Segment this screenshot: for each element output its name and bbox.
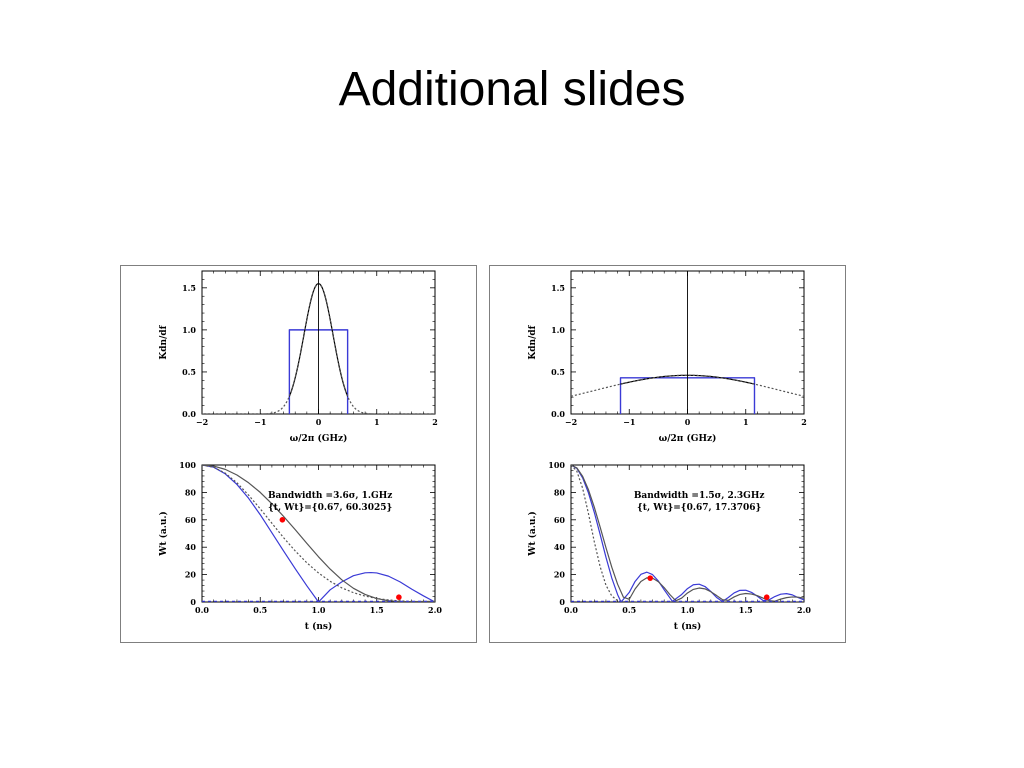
y-tick-label: 40 (185, 542, 197, 552)
x-tick-label: 2.0 (428, 605, 442, 615)
y-tick-label: 80 (185, 487, 197, 497)
plot-right-bottom: 0.0 0.5 1.0 1.5 2.0 0 20 40 60 80 100 t (ns) Wt (a.u… (527, 460, 811, 632)
figure-svg-right: −2 −1 0 1 20.00.51.01.5ω/2π (GHz)Kdn/df0.0 0.… (527, 270, 811, 632)
series-gray-dotted (571, 374, 804, 397)
y-tick-label: 100 (548, 460, 565, 470)
x-tick-label: 0.0 (195, 605, 209, 615)
plot-left-top: −2 −1 0 1 2 0.0 0.5 1.0 1.5 ω/2π (GHz) Kdn/df (159, 270, 438, 444)
x-tick-label: −2 (565, 417, 577, 427)
x-tick-label: −2 (196, 417, 208, 427)
x-axis-label: t (ns) (674, 621, 701, 632)
x-axis-label: t (ns) (305, 621, 332, 632)
figure-svg-left: −2 −1 0 1 20.00.51.01.5ω/2π (GHz)Kdn/df0.0 0.… (158, 270, 442, 632)
x-tick-label: 1 (374, 417, 380, 427)
y-tick-label: 0.5 (551, 367, 565, 377)
y-tick-label: 0.0 (182, 409, 196, 419)
x-tick-label: 0.5 (622, 605, 636, 615)
y-tick-label: 1.5 (551, 283, 565, 293)
x-tick-label: 0 (685, 417, 691, 427)
x-tick-label: 2.0 (797, 605, 811, 615)
y-tick-label: 60 (554, 515, 566, 525)
x-tick-label: −1 (254, 417, 266, 427)
series-gray-solid (202, 465, 435, 602)
y-axis-label: Kdn/df (528, 324, 538, 359)
y-axis-label: Wt (a.u.) (158, 511, 169, 557)
series-gray-dotted (571, 465, 804, 602)
y-tick-label: 1.0 (551, 325, 565, 335)
plot-left-bottom: 0.0 0.5 1.0 1.5 2.0 0 20 40 60 80 100 t (ns) Wt (a.u… (158, 460, 442, 632)
y-tick-label: 20 (554, 570, 566, 580)
y-tick-label: 60 (185, 515, 197, 525)
x-tick-label: 1.5 (739, 605, 753, 615)
y-tick-label: 20 (185, 570, 197, 580)
slide-title: Additional slides (338, 63, 686, 116)
y-axis-label: Wt (a.u.) (527, 511, 538, 557)
x-tick-label: 2 (432, 417, 438, 427)
x-tick-label: 1.0 (312, 605, 326, 615)
x-tick-label: 2 (801, 417, 807, 427)
y-tick-label: 1.5 (182, 283, 196, 293)
x-tick-label: 1.5 (370, 605, 384, 615)
x-tick-label: 1 (743, 417, 749, 427)
y-tick-label: 0.5 (182, 367, 196, 377)
x-axis-label: ω/2π (GHz) (659, 433, 717, 444)
annotation-point: {t, Wt}={0.67, 17.3706} (637, 503, 761, 513)
plot-right-top: −2 −1 0 1 2 0.0 0.5 1.0 1.5 ω/2π (GHz) Kdn/df (528, 270, 807, 444)
y-axis-label: Kdn/df (159, 324, 169, 359)
x-tick-label: 0 (316, 417, 322, 427)
x-tick-label: 0.0 (564, 605, 578, 615)
y-tick-label: 0 (559, 597, 565, 607)
x-tick-label: −1 (623, 417, 635, 427)
x-axis-label: ω/2π (GHz) (290, 433, 348, 444)
y-tick-label: 0 (190, 597, 196, 607)
data-marker (763, 594, 770, 601)
figure-panel-narrow-band: −2 −1 0 1 2 0.0 0.5 1.0 1.5 ω/2π (GHz) Kdn/df 0.0 0.… (120, 265, 477, 643)
y-tick-label: 0.0 (551, 409, 565, 419)
data-marker (647, 575, 654, 581)
series-gray-solid (571, 465, 804, 602)
x-tick-label: 0.5 (253, 605, 267, 615)
series-blue-solid (202, 465, 435, 602)
series-gray-dotted (202, 465, 435, 602)
y-tick-label: 1.0 (182, 325, 196, 335)
annotation-point: {t, Wt}={0.67, 60.3025} (268, 503, 392, 513)
y-tick-label: 40 (554, 542, 566, 552)
x-tick-label: 1.0 (681, 605, 695, 615)
figure-panel-wide-band: −2 −1 0 1 2 0.0 0.5 1.0 1.5 ω/2π (GHz) Kdn/df 0.0 0.… (489, 265, 846, 643)
annotation-bandwidth: Bandwidth =1.5σ, 2.3GHz (634, 491, 765, 501)
data-marker (396, 594, 402, 601)
series-blue-solid (571, 465, 804, 602)
annotation-bandwidth: Bandwidth =3.6σ, 1.GHz (268, 491, 392, 501)
y-tick-label: 100 (179, 460, 196, 470)
plot-frame (570, 464, 805, 603)
y-tick-label: 80 (554, 487, 566, 497)
data-marker (279, 517, 286, 523)
